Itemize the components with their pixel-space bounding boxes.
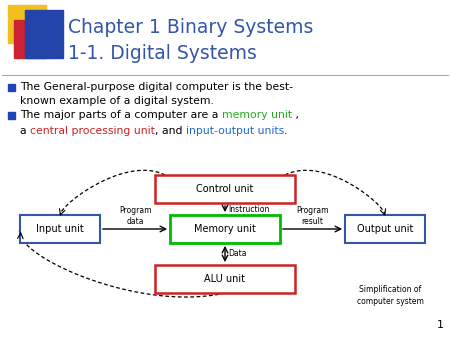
Bar (174, 218, 276, 240)
Bar (8, 112, 15, 119)
Text: input-output units: input-output units (186, 126, 284, 136)
Bar (14, 20, 46, 58)
Text: Program
data: Program data (119, 206, 151, 226)
Text: Output unit: Output unit (357, 224, 413, 234)
Bar (8, 5, 46, 43)
Text: memory unit: memory unit (222, 110, 292, 120)
Text: 1: 1 (437, 320, 444, 330)
Bar (345, 215, 425, 243)
Text: Simplification of
computer system: Simplification of computer system (356, 285, 423, 306)
Text: Chapter 1 Binary Systems: Chapter 1 Binary Systems (68, 18, 313, 37)
Text: Data: Data (228, 249, 247, 259)
Text: ,: , (292, 110, 299, 120)
Text: a: a (20, 126, 30, 136)
Bar (20, 215, 100, 243)
Text: The major parts of a computer are a: The major parts of a computer are a (20, 110, 222, 120)
Bar (25, 10, 63, 58)
Text: 1-1. Digital Systems: 1-1. Digital Systems (68, 44, 257, 63)
Text: , and: , and (155, 126, 186, 136)
Text: Instruction: Instruction (228, 204, 270, 214)
Text: The General-purpose digital computer is the best-
known example of a digital sys: The General-purpose digital computer is … (20, 82, 293, 106)
Text: central processing unit: central processing unit (30, 126, 155, 136)
Text: Control unit: Control unit (196, 184, 254, 194)
Bar (8, 84, 15, 91)
Text: ALU unit: ALU unit (204, 274, 246, 284)
Text: Input unit: Input unit (36, 224, 84, 234)
Text: Program
result: Program result (296, 206, 329, 226)
Bar (161, 268, 289, 290)
Bar (155, 265, 295, 293)
Bar (161, 178, 289, 200)
Text: Memory unit: Memory unit (194, 224, 256, 234)
Bar (170, 215, 280, 243)
Text: .: . (284, 126, 288, 136)
Bar (155, 175, 295, 203)
